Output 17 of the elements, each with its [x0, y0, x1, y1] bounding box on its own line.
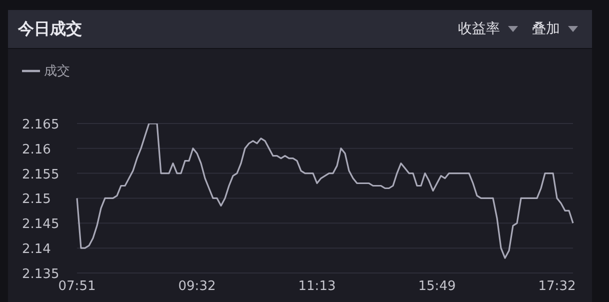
x-tick-label: 17:32 [538, 279, 576, 294]
line-series [76, 123, 574, 259]
text: 收益率 [458, 20, 500, 38]
text: 叠加 [532, 20, 560, 38]
y-tick-label: 2.145 [22, 217, 60, 232]
x-tick-label: 15:49 [418, 279, 456, 294]
y-tick-label: 2.165 [22, 117, 60, 132]
y-tick-label: 2.15 [22, 192, 51, 208]
chart-title: 今日成交 [18, 18, 82, 40]
x-tick-label: 09:32 [178, 279, 216, 294]
y-tick-label: 2.14 [22, 242, 51, 258]
x-tick-label: 11:13 [298, 279, 336, 294]
y-tick-label: 2.135 [22, 267, 60, 282]
y-tick-label: 2.16 [22, 142, 51, 158]
x-tick-label: 07:51 [58, 279, 96, 294]
y-tick-label: 2.155 [22, 167, 60, 182]
legend-label: 成交 [44, 64, 70, 79]
